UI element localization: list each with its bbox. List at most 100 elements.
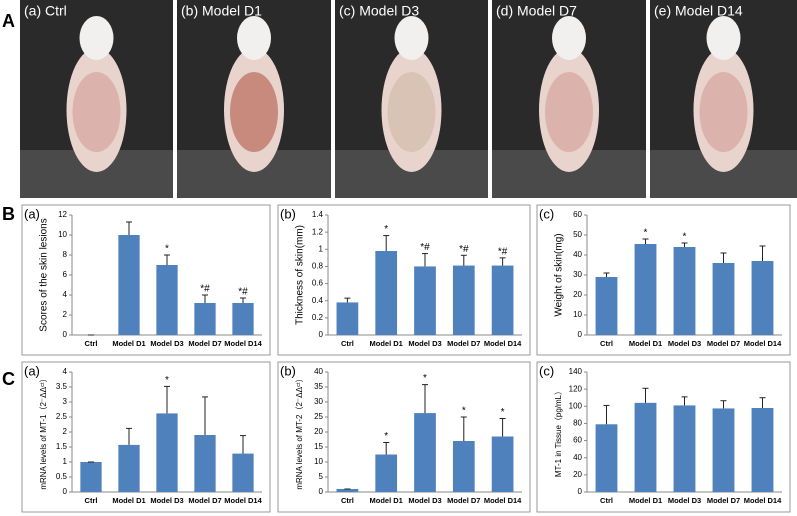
bar (336, 489, 359, 492)
y-tick-label: 0 (578, 487, 583, 496)
significance-label: *# (200, 284, 210, 295)
x-tick-label: Model D1 (370, 496, 403, 505)
mouse-head (237, 16, 271, 60)
significance-label: * (644, 228, 648, 239)
bar (80, 462, 102, 492)
y-tick-label: 50 (573, 230, 582, 239)
y-tick-label: 0.5 (56, 472, 68, 481)
x-tick-label: Model D1 (370, 339, 403, 348)
bar (595, 424, 618, 492)
bar (232, 303, 254, 335)
y-tick-label: 0.6 (312, 279, 324, 288)
bar (156, 265, 178, 335)
significance-label: * (165, 375, 169, 386)
bar (118, 235, 140, 335)
x-tick-label: Model D3 (668, 339, 701, 348)
chart-frame (536, 204, 791, 356)
x-tick-label: Model D1 (629, 496, 662, 505)
significance-label: * (384, 224, 388, 235)
y-tick-label: 20 (314, 427, 323, 436)
significance-label: * (462, 406, 466, 417)
x-tick-label: Ctrl (600, 496, 613, 505)
photo-caption: (a) Ctrl (24, 3, 67, 19)
photo-caption: (e) Model D14 (654, 3, 743, 19)
chart-frame (21, 361, 271, 513)
y-tick-label: 5 (319, 472, 324, 481)
chart-frame (277, 204, 531, 356)
panel-label: (b) (280, 363, 296, 378)
mouse-head (552, 16, 586, 60)
bar (194, 303, 216, 335)
significance-label: * (501, 407, 505, 418)
panel-letter: B (2, 204, 15, 224)
x-tick-label: Model D7 (188, 496, 221, 505)
bar (118, 444, 140, 492)
x-tick-label: Model D14 (484, 496, 522, 505)
x-tick-label: Model D7 (188, 339, 221, 348)
x-tick-label: Model D7 (447, 339, 480, 348)
y-tick-label: 3 (63, 397, 68, 406)
y-tick-label: 30 (314, 397, 323, 406)
x-tick-label: Ctrl (600, 339, 613, 348)
y-tick-label: 0.8 (312, 262, 324, 271)
panel-label: (a) (24, 363, 40, 378)
bar (751, 261, 774, 335)
y-tick-label: 40 (573, 250, 582, 259)
panel-label: (c) (539, 206, 554, 221)
mouse-back (545, 72, 593, 152)
y-axis-label: MT-1 in Tissue（pg/mL） (554, 387, 563, 477)
panel-label: (a) (24, 206, 40, 221)
bar (414, 413, 436, 492)
y-tick-label: 8 (63, 250, 68, 259)
bar (452, 265, 475, 335)
y-tick-label: 60 (573, 436, 582, 445)
y-tick-label: 25 (314, 412, 323, 421)
x-tick-label: Model D14 (224, 339, 262, 348)
y-tick-label: 2.5 (56, 412, 68, 421)
y-tick-label: 0.2 (312, 313, 324, 322)
significance-label: * (683, 232, 687, 243)
x-tick-label: Ctrl (341, 496, 354, 505)
y-tick-label: 0 (319, 330, 324, 339)
mouse-back (699, 72, 748, 152)
y-tick-label: 20 (573, 470, 582, 479)
bar (673, 247, 696, 335)
significance-label: *# (420, 242, 430, 253)
y-tick-label: 2 (63, 427, 68, 436)
x-tick-label: Ctrl (85, 339, 98, 348)
y-tick-label: 6 (63, 270, 68, 279)
x-tick-label: Model D3 (408, 339, 441, 348)
bar (634, 402, 657, 492)
significance-label: *# (498, 246, 508, 257)
x-tick-label: Model D14 (484, 339, 522, 348)
x-tick-label: Model D3 (408, 496, 441, 505)
bar (712, 263, 735, 335)
x-tick-label: Ctrl (85, 496, 98, 505)
photo-caption: (b) Model D1 (181, 3, 262, 19)
bar (336, 302, 359, 335)
panel-letter: C (2, 369, 15, 389)
y-tick-label: 80 (573, 419, 582, 428)
y-tick-label: 4 (63, 367, 68, 376)
y-tick-label: 10 (58, 230, 67, 239)
bar (194, 435, 216, 492)
y-tick-label: 0.4 (312, 296, 324, 305)
x-tick-label: Model D14 (744, 496, 782, 505)
y-tick-label: 1.4 (312, 210, 324, 219)
y-tick-label: 4 (63, 290, 68, 299)
y-tick-label: 0 (63, 330, 68, 339)
y-tick-label: 0 (578, 330, 583, 339)
bar (232, 453, 254, 492)
bar (375, 251, 398, 335)
bar (452, 441, 475, 492)
mouse-back (387, 72, 436, 152)
y-axis-label: mRNA levels of MT-1（2⁻ᐃᐃᶜᵗ） (39, 374, 48, 489)
significance-label: * (384, 431, 388, 442)
chart-frame (21, 204, 271, 356)
panel-label: (b) (280, 206, 296, 221)
y-tick-label: 60 (573, 210, 582, 219)
x-tick-label: Ctrl (341, 339, 354, 348)
y-tick-label: 10 (314, 457, 323, 466)
